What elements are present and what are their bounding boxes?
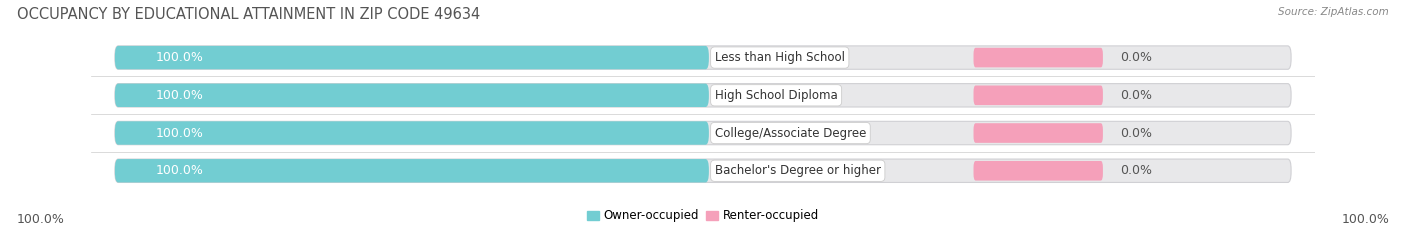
- Text: 100.0%: 100.0%: [156, 51, 204, 64]
- Text: Less than High School: Less than High School: [714, 51, 845, 64]
- Text: 0.0%: 0.0%: [1121, 51, 1153, 64]
- FancyBboxPatch shape: [115, 46, 709, 69]
- FancyBboxPatch shape: [973, 123, 1102, 143]
- Text: 100.0%: 100.0%: [156, 89, 204, 102]
- Text: 100.0%: 100.0%: [156, 127, 204, 140]
- Text: High School Diploma: High School Diploma: [714, 89, 838, 102]
- FancyBboxPatch shape: [115, 121, 1291, 145]
- Text: 0.0%: 0.0%: [1121, 127, 1153, 140]
- FancyBboxPatch shape: [115, 46, 1291, 69]
- Text: Source: ZipAtlas.com: Source: ZipAtlas.com: [1278, 7, 1389, 17]
- FancyBboxPatch shape: [115, 84, 709, 107]
- Text: Bachelor's Degree or higher: Bachelor's Degree or higher: [714, 164, 880, 177]
- Text: 100.0%: 100.0%: [17, 212, 65, 226]
- FancyBboxPatch shape: [973, 161, 1102, 181]
- Text: 0.0%: 0.0%: [1121, 164, 1153, 177]
- Text: 100.0%: 100.0%: [156, 164, 204, 177]
- FancyBboxPatch shape: [973, 86, 1102, 105]
- FancyBboxPatch shape: [115, 121, 709, 145]
- Text: College/Associate Degree: College/Associate Degree: [714, 127, 866, 140]
- Text: OCCUPANCY BY EDUCATIONAL ATTAINMENT IN ZIP CODE 49634: OCCUPANCY BY EDUCATIONAL ATTAINMENT IN Z…: [17, 7, 479, 22]
- FancyBboxPatch shape: [115, 159, 709, 182]
- Text: 0.0%: 0.0%: [1121, 89, 1153, 102]
- FancyBboxPatch shape: [115, 84, 1291, 107]
- Legend: Owner-occupied, Renter-occupied: Owner-occupied, Renter-occupied: [582, 205, 824, 227]
- FancyBboxPatch shape: [973, 48, 1102, 67]
- FancyBboxPatch shape: [115, 159, 1291, 182]
- Text: 100.0%: 100.0%: [1341, 212, 1389, 226]
